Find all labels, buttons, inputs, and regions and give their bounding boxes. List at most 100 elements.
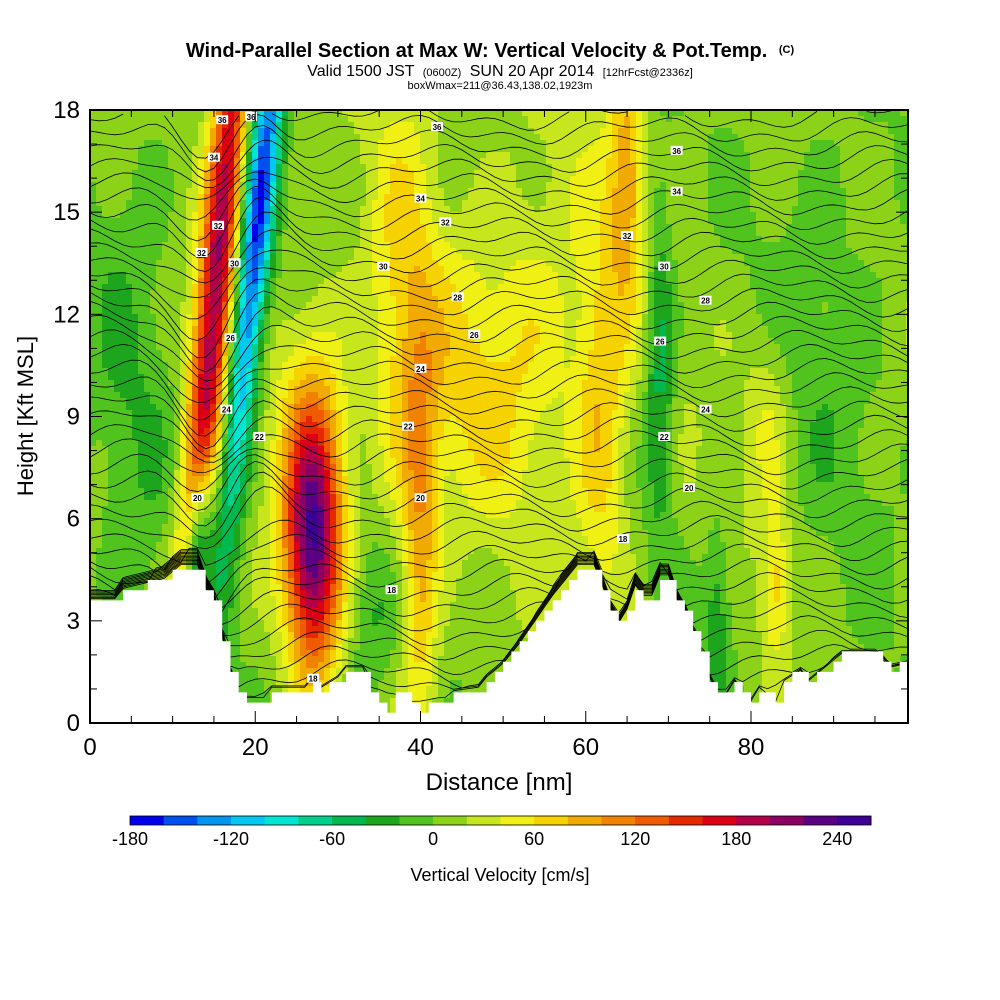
heatmap-cell — [228, 218, 235, 225]
heatmap-cell — [774, 188, 781, 195]
heatmap-cell — [432, 176, 439, 183]
heatmap-cell — [96, 194, 103, 201]
heatmap-cell — [636, 236, 643, 243]
heatmap-cell — [612, 308, 619, 315]
heatmap-cell — [684, 218, 691, 225]
heatmap-cell — [294, 248, 301, 255]
heatmap-cell — [396, 116, 403, 123]
heatmap-cell — [198, 116, 205, 123]
heatmap-cell — [732, 248, 739, 255]
heatmap-cell — [402, 278, 409, 285]
heatmap-cell — [138, 158, 145, 165]
heatmap-cell — [372, 236, 379, 243]
heatmap-cell — [102, 152, 109, 159]
heatmap-cell — [156, 110, 163, 117]
heatmap-cell — [876, 296, 883, 303]
heatmap-cell — [498, 140, 505, 147]
heatmap-cell — [390, 266, 397, 273]
heatmap-cell — [774, 158, 781, 165]
heatmap-cell — [420, 320, 427, 327]
heatmap-cell — [798, 248, 805, 255]
heatmap-cell — [102, 242, 109, 249]
heatmap-cell — [876, 302, 883, 309]
heatmap-cell — [252, 236, 259, 243]
heatmap-cell — [840, 320, 847, 327]
heatmap-cell — [288, 158, 295, 165]
heatmap-cell — [228, 194, 235, 201]
heatmap-cell — [528, 290, 535, 297]
heatmap-cell — [402, 260, 409, 267]
heatmap-cell — [120, 152, 127, 159]
heatmap-cell — [708, 260, 715, 267]
heatmap-cell — [480, 320, 487, 327]
heatmap-cell — [258, 122, 265, 129]
heatmap-cell — [630, 194, 637, 201]
heatmap-cell — [876, 164, 883, 171]
heatmap-cell — [414, 254, 421, 261]
heatmap-cell — [318, 212, 325, 219]
heatmap-cell — [198, 122, 205, 129]
heatmap-cell — [738, 206, 745, 213]
heatmap-cell — [342, 128, 349, 135]
heatmap-cell — [108, 242, 115, 249]
heatmap-cell — [846, 296, 853, 303]
heatmap-cell — [174, 314, 181, 321]
heatmap-cell — [138, 248, 145, 255]
heatmap-cell — [678, 296, 685, 303]
heatmap-cell — [642, 134, 649, 141]
heatmap-cell — [120, 284, 127, 291]
heatmap-cell — [162, 254, 169, 261]
heatmap-cell — [690, 164, 697, 171]
heatmap-cell — [144, 248, 151, 255]
heatmap-cell — [186, 200, 193, 207]
heatmap-cell — [696, 200, 703, 207]
heatmap-cell — [186, 290, 193, 297]
heatmap-cell — [630, 236, 637, 243]
heatmap-cell — [132, 188, 139, 195]
heatmap-cell — [120, 230, 127, 237]
heatmap-cell — [486, 302, 493, 309]
heatmap-cell — [348, 254, 355, 261]
heatmap-cell — [540, 116, 547, 123]
heatmap-cell — [372, 140, 379, 147]
heatmap-cell — [708, 302, 715, 309]
heatmap-cell — [852, 308, 859, 315]
heatmap-cell — [762, 140, 769, 147]
heatmap-cell — [528, 182, 535, 189]
heatmap-cell — [210, 248, 217, 255]
heatmap-cell — [882, 296, 889, 303]
heatmap-cell — [876, 260, 883, 267]
heatmap-cell — [726, 212, 733, 219]
heatmap-cell — [750, 200, 757, 207]
heatmap-cell — [366, 170, 373, 177]
heatmap-cell — [384, 314, 391, 321]
heatmap-cell — [864, 182, 871, 189]
heatmap-cell — [570, 164, 577, 171]
heatmap-cell — [750, 278, 757, 285]
heatmap-cell — [654, 230, 661, 237]
heatmap-cell — [738, 278, 745, 285]
heatmap-cell — [144, 308, 151, 315]
heatmap-cell — [756, 158, 763, 165]
heatmap-cell — [246, 206, 253, 213]
heatmap-cell — [186, 212, 193, 219]
heatmap-cell — [474, 302, 481, 309]
heatmap-cell — [390, 146, 397, 153]
heatmap-cell — [558, 266, 565, 273]
heatmap-cell — [828, 110, 835, 117]
heatmap-cell — [564, 128, 571, 135]
heatmap-cell — [384, 152, 391, 159]
heatmap-cell — [126, 302, 133, 309]
heatmap-cell — [900, 176, 907, 183]
heatmap-cell — [204, 272, 211, 279]
heatmap-cell — [96, 224, 103, 231]
heatmap-cell — [492, 164, 499, 171]
heatmap-cell — [138, 290, 145, 297]
heatmap-cell — [792, 230, 799, 237]
heatmap-cell — [450, 122, 457, 129]
heatmap-cell — [468, 200, 475, 207]
heatmap-cell — [216, 278, 223, 285]
heatmap-cell — [558, 194, 565, 201]
heatmap-cell — [690, 290, 697, 297]
heatmap-cell — [672, 308, 679, 315]
